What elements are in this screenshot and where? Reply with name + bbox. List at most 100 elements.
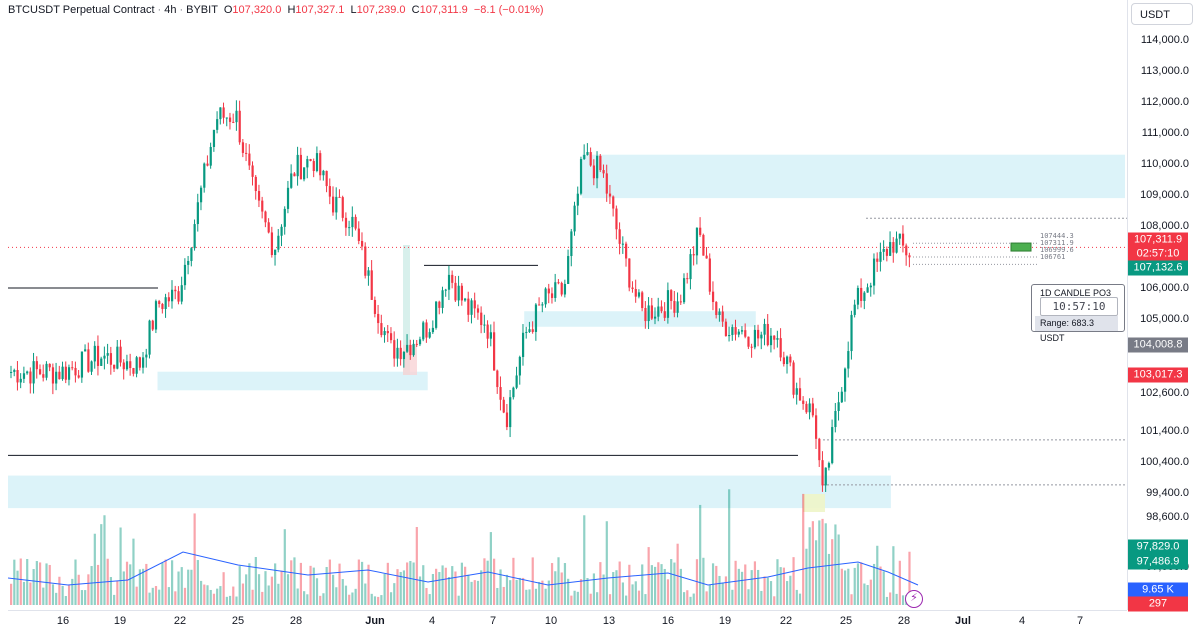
volume-bar [64, 596, 67, 605]
candle-body [473, 300, 476, 309]
volume-bar [51, 584, 55, 605]
volume-bar [209, 589, 212, 605]
volume-bar [843, 570, 847, 605]
price-tick-label: 110,000.0 [1140, 158, 1189, 170]
candle-body [773, 335, 776, 340]
time-tick-label: 4 [428, 615, 436, 627]
volume-bar [889, 592, 892, 605]
candle-body [203, 163, 206, 188]
price-tag: 97,486.9 [1128, 554, 1188, 570]
candle-body [71, 367, 74, 369]
volume-bar [344, 585, 348, 605]
candle-body [679, 301, 682, 303]
candle-body [840, 391, 843, 403]
volume-bar [325, 567, 328, 605]
candle-body [499, 387, 502, 400]
candle-body [412, 343, 415, 356]
level-label: 107311.9 [1040, 239, 1074, 247]
volume-bar [393, 583, 396, 605]
volume-bar [315, 578, 319, 605]
candle-body [16, 370, 19, 383]
symbol-name[interactable]: BTCUSDT Perpetual Contract [8, 4, 155, 16]
candle-body [689, 254, 692, 280]
volume-bar [164, 559, 167, 605]
volume-bar [779, 567, 782, 605]
volume-bar [496, 587, 499, 605]
volume-bar [760, 590, 763, 605]
volume-bar [212, 593, 216, 605]
volume-bar [457, 595, 460, 605]
candle-body [306, 159, 309, 168]
candle-body [531, 329, 534, 332]
candle-body [834, 411, 837, 428]
candle-body [457, 285, 460, 301]
volume-bar [19, 558, 22, 605]
candle-body [612, 196, 615, 209]
candle-body [286, 187, 290, 209]
volume-bar [634, 581, 637, 605]
candle-body [576, 193, 579, 206]
candle-body [360, 240, 364, 247]
volume-bar [425, 587, 428, 605]
candle-body [335, 196, 338, 213]
volume-bar [740, 571, 744, 605]
volume-bar [199, 580, 203, 605]
time-axis[interactable]: 16 19 22 25 28 Jun 4 7 10 13 16 19 22 25 28 Jul 4 7 [8, 610, 1127, 632]
candle-body [692, 254, 695, 256]
volume-bar [235, 596, 238, 605]
candle-body [393, 340, 396, 359]
volume-bar [637, 590, 641, 605]
candlestick-chart[interactable] [8, 0, 1127, 610]
volume-bar [335, 587, 338, 605]
interval-label[interactable]: 4h [164, 4, 177, 16]
price-axis[interactable]: 114,000.0 113,000.0 112,000.0 111,000.0 110,… [1127, 0, 1200, 610]
volume-bar [650, 565, 653, 605]
candle-body [129, 361, 132, 369]
candle-body [103, 355, 106, 359]
volume-bar [348, 594, 351, 605]
volume-bar [592, 573, 596, 605]
candle-body [264, 211, 267, 223]
candle-body [721, 311, 724, 322]
candle-body [55, 371, 58, 384]
candle-body [779, 338, 782, 358]
volume-bar [647, 547, 650, 605]
volume-bar [605, 521, 608, 605]
candle-body [641, 292, 644, 309]
volume-bar [480, 570, 483, 605]
candle-body [235, 110, 238, 123]
volume-bar [441, 565, 444, 605]
currency-button[interactable]: USDT [1131, 3, 1193, 25]
volume-bar [135, 586, 138, 605]
countdown-title: 1D CANDLE PO3 [1040, 288, 1112, 298]
chart-pane[interactable] [8, 0, 1127, 610]
candle-body [293, 173, 296, 177]
candle-body [180, 285, 183, 302]
volume-bar [389, 592, 393, 605]
candle-body [579, 159, 583, 194]
level-label: 107444.3 [1040, 232, 1074, 240]
volume-bar [377, 596, 380, 605]
volume-bar [74, 559, 77, 605]
candle-body [563, 283, 567, 295]
volume-bar [100, 524, 103, 605]
candle-body [167, 297, 170, 302]
candle-body [441, 290, 444, 308]
supply-demand-zone [524, 311, 756, 327]
candle-body [22, 373, 26, 379]
volume-bar [901, 595, 905, 605]
candle-body [64, 366, 67, 380]
candle-body [325, 170, 328, 187]
candle-body [599, 155, 602, 171]
candle-body [663, 311, 666, 318]
volume-bar [895, 593, 898, 605]
volume-bar [42, 587, 45, 605]
price-tag: 107,311.9 [1128, 232, 1188, 248]
candle-body [315, 153, 319, 172]
volume-bar [13, 559, 16, 605]
volume-bar [805, 548, 808, 605]
candle-body [164, 297, 167, 310]
volume-bar [476, 580, 480, 605]
volume-bar [283, 529, 286, 605]
lightning-icon[interactable]: ⚡ [905, 590, 923, 608]
